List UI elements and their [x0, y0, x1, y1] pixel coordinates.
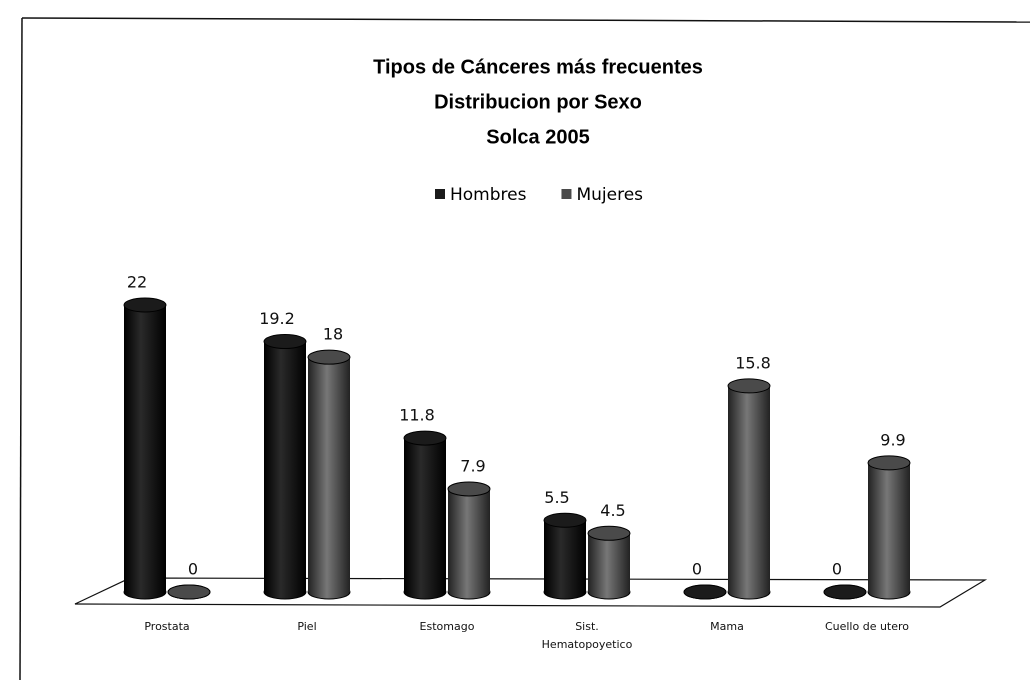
x-tick-label: Prostata: [144, 620, 190, 633]
data-label: 7.9: [460, 456, 485, 475]
chart-title: Tipos de Cánceres más frecuentes: [373, 56, 703, 78]
frame: [19, 17, 1031, 681]
x-tick-label: Sist. Hematopoyetico: [541, 620, 633, 651]
data-label: 22: [127, 273, 147, 292]
data-label: 0: [832, 560, 842, 579]
bar: [307, 349, 351, 600]
data-label: 4.5: [600, 501, 625, 520]
bar: [123, 297, 167, 600]
legend-label: Hombres: [450, 185, 527, 205]
bar: [403, 430, 447, 600]
data-label: 9.9: [880, 430, 905, 449]
data-label: 19.2: [259, 309, 295, 328]
x-tick-label: Mama: [710, 620, 744, 633]
chart-subtitle: Solca 2005: [486, 126, 589, 148]
data-label: 0: [692, 560, 702, 579]
bar: [867, 455, 911, 600]
bar: [167, 584, 211, 600]
legend-swatch: [435, 189, 445, 199]
data-label: 5.5: [544, 488, 569, 507]
bar: [263, 334, 307, 600]
bar: [543, 512, 587, 600]
bar: [727, 378, 771, 600]
x-tick-label: Piel: [297, 620, 317, 633]
data-label: 11.8: [399, 406, 435, 425]
bar: [823, 584, 867, 600]
bar: [683, 584, 727, 600]
bar: [447, 481, 491, 600]
data-label: 15.8: [735, 353, 771, 372]
data-label: 18: [323, 325, 343, 344]
x-tick-label: Estomago: [419, 620, 475, 633]
legend-swatch: [561, 189, 572, 199]
chart-subtitle: Distribucion por Sexo: [434, 91, 642, 113]
data-label: 0: [188, 560, 198, 579]
x-tick-label: Cuello de utero: [824, 620, 910, 633]
legend-label: Mujeres: [576, 185, 643, 205]
bar: [587, 525, 631, 600]
